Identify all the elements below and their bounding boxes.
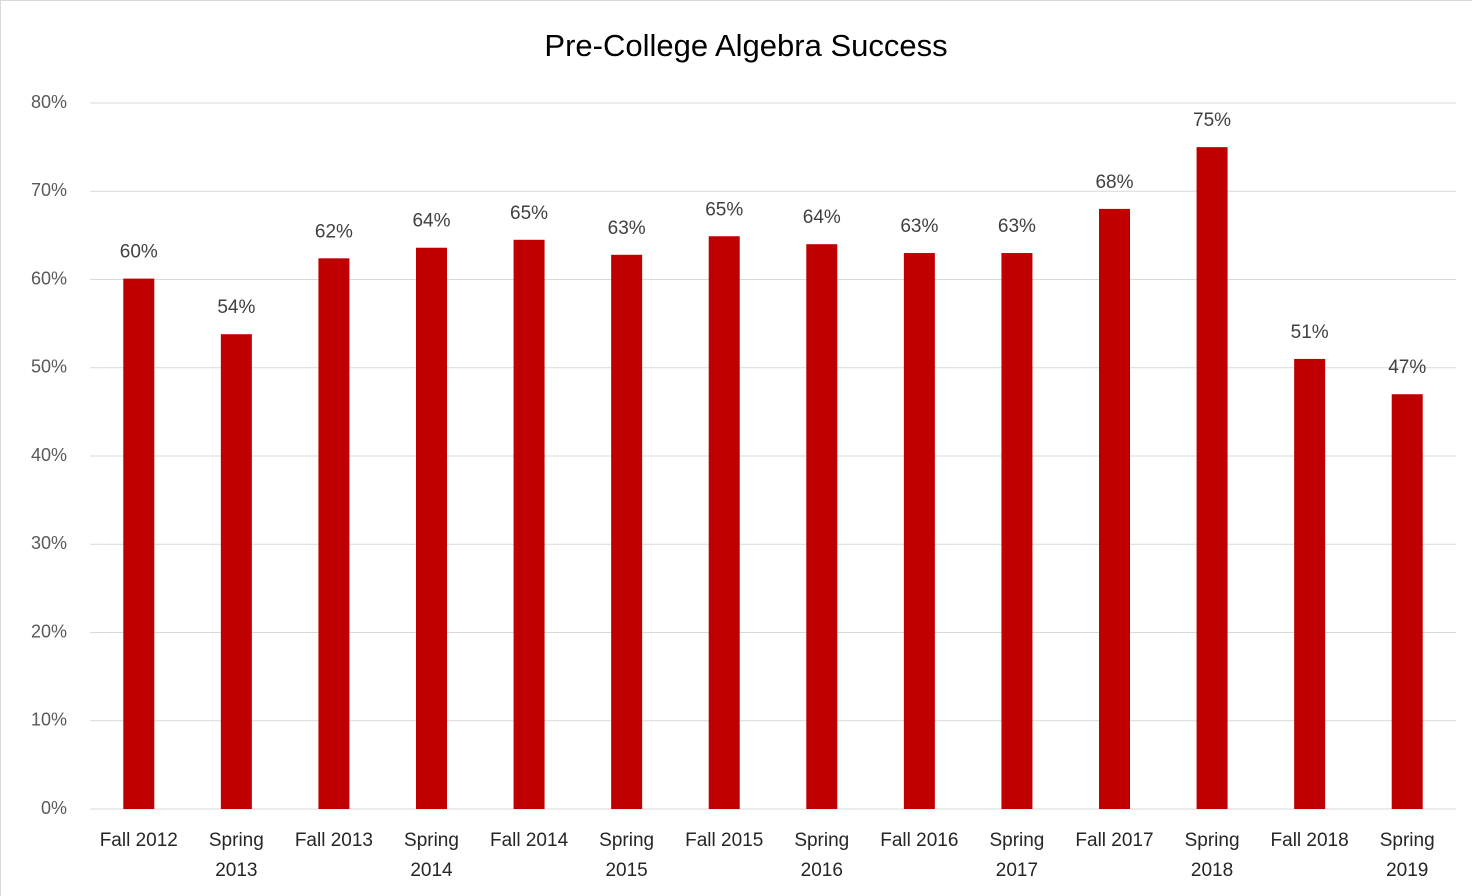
bar [1001,253,1033,809]
bar [1391,394,1423,809]
data-label: 60% [120,242,158,263]
data-label: 47% [1388,357,1426,378]
bar [123,278,155,809]
x-tick-label: Fall 2017 [1075,830,1154,851]
x-tick-label: Fall 2015 [685,830,764,851]
bar [806,244,838,809]
y-tick-label: 10% [31,710,67,730]
bar [1294,358,1326,809]
data-label: 62% [315,221,353,242]
data-label: 75% [1193,110,1231,131]
data-label: 68% [1095,172,1133,193]
data-label: 54% [217,297,255,318]
data-label: 65% [705,199,743,220]
x-tick-label: Spring 2015 [599,830,655,881]
bar [220,334,252,809]
x-tick-label: Fall 2012 [99,830,178,851]
data-label: 63% [900,216,938,237]
x-tick-label: Fall 2016 [880,830,959,851]
x-tick-label: Spring 2013 [208,830,264,881]
x-tick-label: Spring 2019 [1379,830,1435,881]
x-tick-label: Fall 2018 [1270,830,1349,851]
x-tick-label: Spring 2016 [794,830,850,881]
bar [318,258,350,809]
bar [903,253,935,809]
y-tick-label: 70% [31,180,67,200]
data-label: 64% [803,207,841,228]
y-tick-label: 20% [31,621,67,641]
x-tick-label: Spring 2018 [1184,830,1240,881]
x-tick-label: Fall 2014 [489,830,569,851]
bar [513,239,545,810]
data-label: 63% [608,218,646,239]
y-tick-label: 0% [41,798,67,818]
y-tick-label: 40% [31,445,67,465]
bar [416,247,447,810]
bar [611,254,643,810]
y-tick-label: 80% [31,92,67,112]
bar [708,236,740,809]
x-tick-label: Fall 2013 [294,830,373,851]
data-label: 65% [510,203,548,224]
y-tick-label: 30% [31,533,67,553]
data-label: 51% [1291,322,1329,343]
x-tick-label: Spring 2014 [404,830,459,881]
data-label: 64% [412,211,450,232]
x-tick-label: Spring 2017 [989,830,1045,881]
data-label: 63% [998,216,1036,237]
bar [1196,147,1228,809]
y-tick-label: 50% [31,357,67,377]
chart-title: Pre-College Algebra Success [544,28,947,63]
y-tick-label: 60% [31,268,67,288]
bar [1099,208,1130,809]
